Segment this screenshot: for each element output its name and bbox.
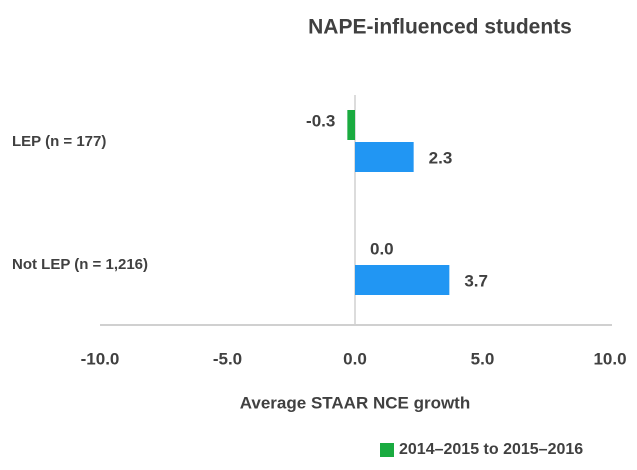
- legend-label: 2014–2015 to 2015–2016: [399, 441, 583, 458]
- data-label: 3.7: [464, 271, 488, 290]
- bar: [347, 110, 355, 140]
- data-label: 2.3: [429, 148, 453, 167]
- data-label: -0.3: [306, 111, 335, 130]
- x-tick-label: 10.0: [593, 349, 626, 368]
- y-tick-label: Not LEP (n = 1,216): [12, 256, 148, 273]
- x-axis-title: Average STAAR NCE growth: [240, 393, 470, 412]
- x-tick-label: -10.0: [81, 349, 120, 368]
- data-label: 0.0: [370, 239, 394, 258]
- chart-title: NAPE-influenced students: [308, 16, 572, 39]
- legend-swatch: [380, 443, 394, 457]
- x-tick-label: -5.0: [213, 349, 242, 368]
- bar: [355, 265, 450, 295]
- x-tick-label: 5.0: [471, 349, 495, 368]
- x-tick-label: 0.0: [343, 349, 367, 368]
- bar: [355, 142, 414, 172]
- y-tick-label: LEP (n = 177): [12, 133, 106, 150]
